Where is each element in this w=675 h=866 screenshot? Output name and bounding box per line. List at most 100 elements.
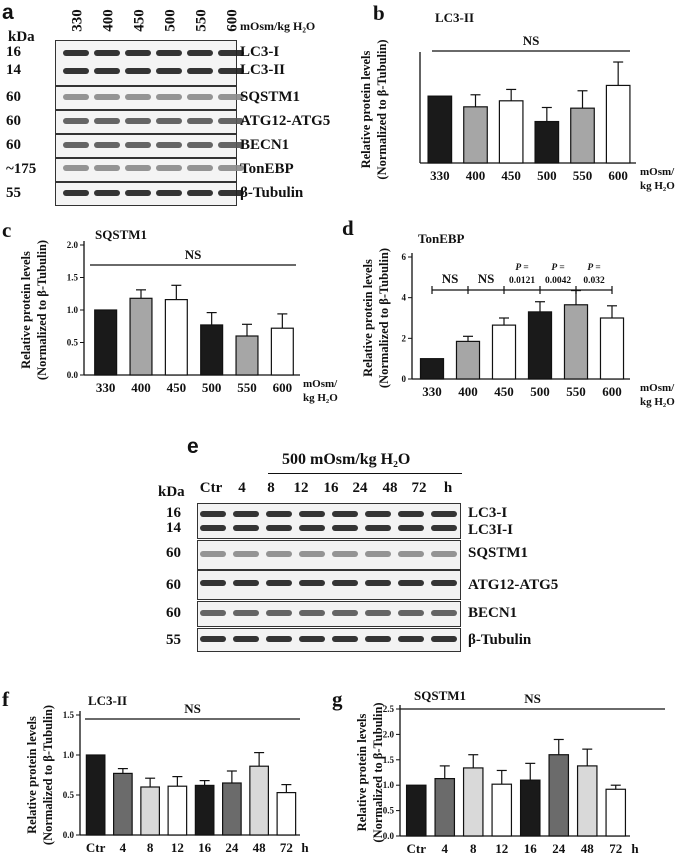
panel-e-band-label: BECN1 <box>468 605 518 621</box>
blot-band <box>125 68 151 74</box>
blot-band <box>398 610 424 616</box>
chart-title: LC3-II <box>435 10 474 25</box>
y-tick-label: 1.0 <box>383 780 395 790</box>
blot-band <box>431 511 457 517</box>
blot-band <box>332 551 358 557</box>
x-tick-label: Ctr <box>86 840 106 855</box>
x-unit-label: h <box>301 840 309 855</box>
significance-label: NS <box>523 33 540 48</box>
blot-band <box>365 525 391 531</box>
blot-band <box>398 525 424 531</box>
bar-16 <box>194 784 215 836</box>
y-tick-label: 1.5 <box>383 755 395 765</box>
p-value-label: P = <box>551 263 564 273</box>
bar-450 <box>164 298 188 376</box>
blot-band <box>187 94 213 100</box>
x-tick-label: 550 <box>566 384 586 399</box>
blot-band <box>94 50 120 56</box>
panel-a-lane-label: 330 <box>69 9 86 32</box>
comparison-label: NS <box>478 271 495 286</box>
panel-e-lane-label: 24 <box>352 480 368 496</box>
panel-a-marker-weight: 55 <box>6 185 21 201</box>
y-axis-title: Relative protein levels (Normalized to β-… <box>25 705 55 845</box>
x-tick-label: 330 <box>96 380 116 395</box>
blot-band <box>233 610 259 616</box>
chart-b: b Relative protein levels (Normalized to β… <box>359 1 675 192</box>
blot-band <box>365 551 391 557</box>
blot-band <box>218 190 244 196</box>
panel-b-letter: b <box>373 1 385 25</box>
y-tick-label: 0.5 <box>67 338 79 348</box>
blot-band <box>431 525 457 531</box>
bar-12 <box>491 783 513 837</box>
p-value-number: 0.032 <box>583 276 605 286</box>
panel-e-marker-weight: 14 <box>166 520 181 536</box>
panel-e-band-label: β-Tubulin <box>468 632 532 648</box>
blot-band <box>332 511 358 517</box>
panel-e-lane-label: 72 <box>411 480 427 496</box>
blot-band <box>156 165 182 171</box>
chart-d: d Relative protein levels (Normalized to β… <box>342 216 675 408</box>
panel-e-lane-label: 4 <box>238 480 246 496</box>
significance-label: NS <box>184 701 201 716</box>
x-tick-label: 8 <box>470 841 477 856</box>
y-axis-title-line-2: (Normalized to β-Tubulin) <box>377 248 391 388</box>
bar-16 <box>519 779 541 837</box>
x-tick-label: 600 <box>273 380 293 395</box>
x-tick-label: 500 <box>530 384 550 399</box>
blot-band <box>233 511 259 517</box>
x-tick-label: 600 <box>608 168 628 183</box>
x-tick-label: 400 <box>466 168 486 183</box>
y-tick-label: 4 <box>402 293 407 303</box>
x-tick-label: 4 <box>120 840 127 855</box>
x-tick-label: Ctr <box>407 841 427 856</box>
blot-box <box>197 628 461 652</box>
blot-band <box>125 190 151 196</box>
p-value-number: 0.0121 <box>509 276 535 286</box>
blot-band <box>365 511 391 517</box>
panel-e-lane-label: 16 <box>323 480 339 496</box>
bar-24 <box>222 782 242 836</box>
blot-box <box>55 134 244 158</box>
y-tick-label: 2 <box>402 333 407 343</box>
blot-band <box>94 165 120 171</box>
panel-a-marker-weight: 14 <box>6 62 21 78</box>
blot-band <box>200 580 226 586</box>
blot-band <box>63 165 89 171</box>
blot-band <box>266 636 292 642</box>
blot-band <box>187 118 213 124</box>
blot-band <box>218 50 244 56</box>
x-tick-label: 330 <box>422 384 442 399</box>
bar-550 <box>235 335 259 376</box>
blot-band <box>431 636 457 642</box>
y-tick-label: 1.0 <box>67 305 79 315</box>
bar-48 <box>249 765 269 836</box>
x-tick-label: 24 <box>225 840 239 855</box>
panel-a-marker-weight: 16 <box>6 44 21 60</box>
blot-band <box>94 94 120 100</box>
panel-a-band-label: BECN1 <box>240 137 290 153</box>
x-tick-label: 12 <box>495 841 508 856</box>
y-axis-title: Relative protein levels (Normalized to β-… <box>361 248 391 388</box>
blot-band <box>299 551 325 557</box>
panel-a-blot: 330 400 450 500 550 600 16 14 60 60 60 ~175 55 LC3-I L… <box>0 0 330 210</box>
blot-band <box>332 610 358 616</box>
x-tick-label: 24 <box>552 841 566 856</box>
y-tick-label: 0.0 <box>67 370 79 380</box>
panel-a-kda-label: kDa <box>8 29 35 45</box>
panel-a-marker-weight: ~175 <box>6 161 37 177</box>
p-value-number: 0.0042 <box>545 276 571 286</box>
chart-title: LC3-II <box>88 693 127 708</box>
y-axis-title-line-2: (Normalized to β-Tubulin) <box>375 39 389 179</box>
panel-a-lane-label: 450 <box>131 9 148 32</box>
blot-band <box>200 511 226 517</box>
x-tick-label: 16 <box>524 841 538 856</box>
panel-d-letter: d <box>342 216 354 240</box>
blot-band <box>63 50 89 56</box>
x-unit-label-line-1: mOsm/ <box>640 166 675 178</box>
x-tick-label: 400 <box>458 384 478 399</box>
blot-band <box>365 580 391 586</box>
x-unit-label-line-2: kg H₂O <box>640 396 675 408</box>
bar-600 <box>605 84 631 164</box>
blot-band <box>233 580 259 586</box>
